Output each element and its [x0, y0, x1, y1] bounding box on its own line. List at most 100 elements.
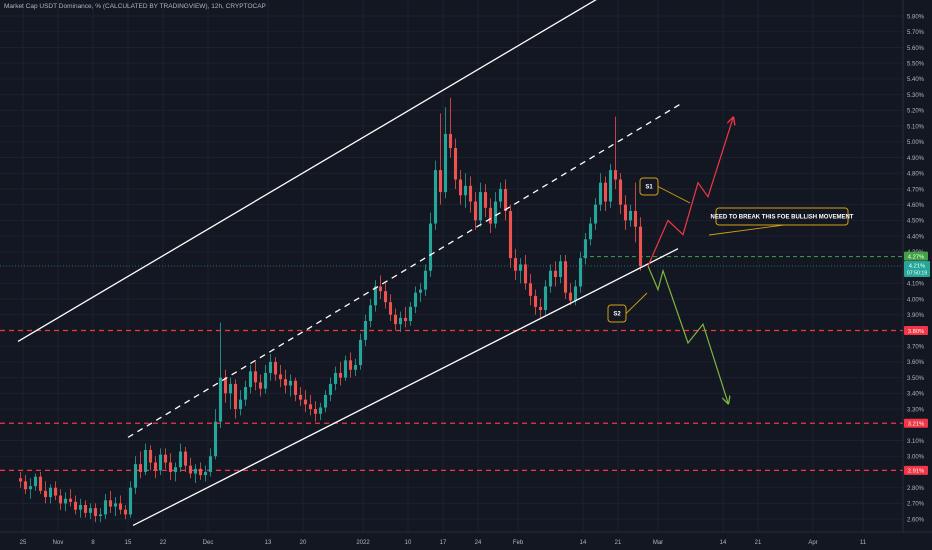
y-tick-label: 3.70%	[907, 344, 925, 350]
candle-body	[308, 404, 313, 410]
candle-body	[563, 261, 568, 293]
support-level-badge	[904, 465, 928, 475]
candle-body	[48, 487, 53, 498]
channel-upper-line	[17, 0, 597, 343]
y-tick-label: 4.60%	[907, 203, 925, 209]
time-axis[interactable]: 25 Nov 8 15 22 Dec 13 20 2022 10 17 24 Feb 14 21 Mar 14 2…	[0, 531, 932, 550]
label-s2-text: S2	[613, 312, 621, 318]
candle-body	[338, 372, 343, 378]
horizontal-levels	[0, 256, 903, 471]
bullish-scenario-path	[647, 118, 733, 267]
x-tick-label: Nov	[53, 540, 64, 546]
candle-body	[388, 302, 393, 315]
candle-body	[278, 374, 283, 380]
x-tick-label: 25	[20, 540, 27, 546]
candle-body	[483, 192, 488, 208]
candle-body	[313, 409, 318, 414]
candle-body	[333, 372, 338, 384]
support-level-badge	[904, 325, 928, 335]
time-axis-bg	[0, 532, 932, 550]
candle-body	[93, 508, 98, 516]
label-s1-pointer	[657, 186, 691, 204]
bearish-scenario-path	[647, 265, 728, 403]
candle-body	[118, 503, 123, 510]
candle-body	[23, 481, 28, 490]
x-tick-label: Dec	[203, 540, 214, 546]
candle-body	[378, 286, 383, 292]
candle-body	[73, 501, 78, 510]
price-axis[interactable]: 5.80% 5.70% 5.60% 5.50% 5.40% 5.30% 5.20% 5.10%…	[902, 0, 932, 550]
candle-body	[63, 498, 68, 504]
candle-body	[613, 170, 618, 180]
scenario-paths[interactable]	[647, 118, 733, 403]
candle-body	[428, 223, 433, 271]
y-tick-label: 4.70%	[907, 187, 925, 193]
candle-body	[208, 456, 213, 472]
candle-body	[638, 226, 643, 266]
x-tick-label: 8	[91, 540, 95, 546]
marker-level-label: 4.27%	[908, 254, 924, 260]
candle-body	[478, 192, 483, 221]
candle-body	[123, 509, 128, 515]
candle-body	[528, 283, 533, 296]
candle-body	[218, 377, 223, 422]
y-tick-label: 5.00%	[907, 140, 925, 146]
y-tick-label: 5.20%	[907, 109, 925, 115]
candle-body	[373, 286, 378, 306]
y-tick-label: 5.40%	[907, 77, 925, 83]
candle-body	[588, 223, 593, 240]
candle-body	[188, 465, 193, 474]
x-tick-label: 24	[475, 540, 482, 546]
candle-body	[248, 371, 253, 388]
x-tick-label: 13	[265, 540, 272, 546]
current-price-badge	[904, 261, 930, 277]
candle-body	[548, 270, 553, 287]
candle-body	[398, 317, 403, 325]
candle-body	[328, 383, 333, 395]
candle-body	[83, 504, 88, 513]
y-tick-label: 3.30%	[907, 407, 925, 413]
y-tick-label: 2.70%	[907, 502, 925, 508]
candle-body	[603, 182, 608, 202]
trend-channel[interactable]	[17, 0, 684, 527]
candle-body	[283, 379, 288, 386]
candle-body	[228, 383, 233, 394]
candle-body	[168, 462, 173, 472]
candle-body	[128, 487, 133, 515]
candle-body	[183, 451, 188, 466]
candle-body	[593, 204, 598, 224]
candles	[18, 97, 643, 523]
candle-body	[233, 383, 238, 410]
y-tick-label: 5.10%	[907, 124, 925, 130]
candle-body	[343, 360, 348, 378]
label-s1-text: S1	[645, 185, 653, 191]
candle-body	[28, 486, 33, 490]
y-tick-label: 5.80%	[907, 14, 925, 20]
candle-body	[348, 360, 353, 370]
candle-body	[358, 339, 363, 366]
current-price-countdown: 07:50:19	[907, 271, 927, 277]
candle-body	[503, 188, 508, 211]
candle-body	[538, 306, 543, 311]
x-tick-label: 15	[125, 540, 132, 546]
candle-body	[443, 133, 448, 193]
candle-body	[158, 454, 163, 471]
candle-body	[323, 394, 328, 408]
candle-body	[628, 210, 633, 221]
annotations[interactable]: S1 S2 NEED TO BREAK THIS FOE BULLISH MOVEM…	[607, 177, 854, 323]
candle-body	[403, 317, 408, 322]
candle-body	[633, 210, 638, 227]
y-tick-label: 5.60%	[907, 46, 925, 52]
y-tick-label: 2.60%	[907, 517, 925, 523]
candle-body	[518, 264, 523, 271]
x-tick-label: 14	[580, 540, 587, 546]
y-tick-label: 3.40%	[907, 392, 925, 398]
candle-body	[253, 371, 258, 383]
support-level-label: 2.91%	[908, 469, 924, 475]
candle-body	[178, 451, 183, 468]
candle-body	[243, 387, 248, 400]
candle-body	[198, 468, 203, 476]
y-tick-label: 3.00%	[907, 455, 925, 461]
candle-body	[618, 179, 623, 205]
